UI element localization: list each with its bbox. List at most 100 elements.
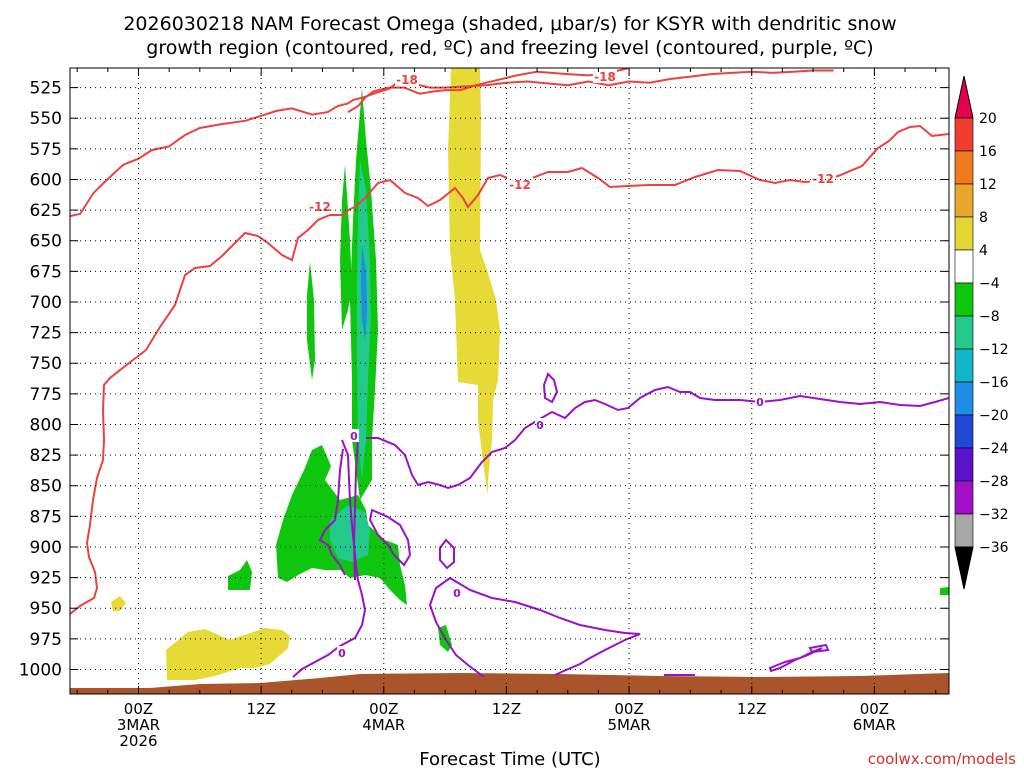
colorbar-label: −24 bbox=[979, 441, 1009, 457]
colorbar-swatch bbox=[954, 381, 974, 416]
colorbar-label: 8 bbox=[979, 210, 988, 226]
colorbar-label: −20 bbox=[979, 408, 1009, 424]
y-tick-label: 725 bbox=[30, 324, 62, 344]
omega-green-thin bbox=[307, 262, 315, 380]
colorbar-label: −8 bbox=[979, 309, 1000, 325]
colorbar-swatch bbox=[954, 315, 974, 350]
omega-yellow-blob bbox=[111, 596, 126, 611]
y-tick-label: 675 bbox=[30, 262, 62, 282]
freezing-level-low-arc bbox=[428, 576, 641, 678]
colorbar-swatch bbox=[954, 282, 974, 317]
y-tick-label: 875 bbox=[30, 507, 62, 527]
y-tick-label: 800 bbox=[30, 415, 62, 435]
x-tick-label: 00Z bbox=[124, 700, 153, 718]
freezing-level-small-loop bbox=[439, 538, 455, 570]
colorbar-bottom-arrow bbox=[954, 546, 974, 590]
colorbar-label: −36 bbox=[979, 540, 1009, 556]
label-freeze-d: 0 bbox=[453, 587, 461, 600]
colorbar-swatch bbox=[954, 249, 974, 284]
y-tick-label: 700 bbox=[30, 293, 62, 313]
x-tick-label: 6MAR bbox=[853, 716, 896, 734]
omega-green-edge bbox=[940, 587, 949, 595]
x-tick-label: 00Z bbox=[860, 700, 889, 718]
x-tick-label: 00Z bbox=[369, 700, 398, 718]
colorbar-swatch bbox=[954, 216, 974, 251]
colorbar-label: −4 bbox=[979, 276, 1000, 292]
colorbar-swatch bbox=[954, 414, 974, 449]
x-tick-label: 2026 bbox=[119, 732, 157, 750]
dgz-minus18-contour bbox=[347, 68, 630, 113]
colorbar-label: −16 bbox=[979, 375, 1009, 391]
dgz-lower-contour bbox=[70, 124, 949, 615]
y-tick-label: 950 bbox=[30, 599, 62, 619]
omega-green-small-left bbox=[228, 560, 252, 590]
label-freeze-a: 0 bbox=[350, 430, 358, 443]
y-tick-label: 550 bbox=[30, 109, 62, 129]
freezing-level-loop bbox=[368, 508, 412, 567]
colorbar-swatch bbox=[954, 480, 974, 515]
omega-blue-core-upper bbox=[361, 245, 367, 340]
colorbar-label: −12 bbox=[979, 342, 1009, 358]
y-tick-label: 750 bbox=[30, 354, 62, 374]
y-axis: 525 550 575 600 625 650 675 700 725 750 775 800 825 8… bbox=[19, 79, 949, 680]
label-minus12-c: -12 bbox=[812, 172, 834, 186]
colorbar-label: 12 bbox=[979, 177, 997, 193]
x-tick-label: 12Z bbox=[246, 700, 275, 718]
omega-green-tower-left bbox=[340, 165, 352, 330]
label-freeze-c: 0 bbox=[756, 396, 764, 409]
colorbar-label: 16 bbox=[979, 144, 997, 160]
colorbar-label: 4 bbox=[979, 243, 988, 259]
colorbar-swatch bbox=[954, 117, 974, 152]
colorbar-swatch bbox=[954, 150, 974, 185]
y-tick-label: 600 bbox=[30, 170, 62, 190]
colorbar-label: 20 bbox=[979, 111, 997, 127]
y-tick-label: 975 bbox=[30, 630, 62, 650]
terrain-ground bbox=[70, 673, 949, 694]
y-tick-label: 525 bbox=[30, 79, 62, 99]
colorbar-swatch bbox=[954, 183, 974, 218]
dgz-contours bbox=[70, 68, 949, 615]
y-tick-label: 625 bbox=[30, 201, 62, 221]
x-tick-label: 00Z bbox=[614, 700, 643, 718]
contour-labels: -18 -18 -12 -12 -12 0 0 0 0 0 bbox=[307, 69, 836, 660]
omega-yellow-lowlevel bbox=[166, 628, 290, 680]
freezing-level-upper bbox=[366, 385, 949, 490]
x-tick-label: 4MAR bbox=[362, 716, 405, 734]
omega-yellow-column bbox=[448, 68, 500, 495]
label-minus12-a: -12 bbox=[309, 200, 331, 214]
x-tick-label: 12Z bbox=[492, 700, 521, 718]
omega-teal-core-lower bbox=[330, 505, 370, 562]
label-freeze-e: 0 bbox=[338, 647, 346, 660]
y-tick-label: 850 bbox=[30, 477, 62, 497]
x-axis-label: Forecast Time (UTC) bbox=[419, 749, 600, 768]
x-tick-label: 5MAR bbox=[607, 716, 650, 734]
chart-title-line1: 2026030218 NAM Forecast Omega (shaded, μ… bbox=[123, 13, 896, 35]
chart-title-line2: growth region (contoured, red, ºC) and f… bbox=[146, 37, 873, 59]
y-tick-label: 825 bbox=[30, 446, 62, 466]
colorbar: 20 16 12 8 4 −4 −8 −12 −16 −20 −24 −28 −32 −36 bbox=[954, 75, 1009, 590]
y-tick-label: 925 bbox=[30, 569, 62, 589]
y-tick-label: 575 bbox=[30, 140, 62, 160]
credit-text: coolwx.com/models bbox=[868, 750, 1016, 768]
y-tick-label: 650 bbox=[30, 232, 62, 252]
y-tick-label: 900 bbox=[30, 538, 62, 558]
x-tick-label: 3MAR bbox=[117, 716, 160, 734]
colorbar-swatch bbox=[954, 447, 974, 482]
freezing-level-notch bbox=[542, 372, 559, 404]
dgz-minus12-contour bbox=[70, 69, 834, 218]
label-minus12-b: -12 bbox=[509, 178, 531, 192]
label-freeze-b: 0 bbox=[536, 419, 544, 432]
freezing-level-right-dot bbox=[808, 643, 830, 654]
y-tick-label: 775 bbox=[30, 385, 62, 405]
label-minus18-b: -18 bbox=[594, 70, 616, 84]
colorbar-label: −28 bbox=[979, 474, 1009, 490]
label-minus18-a: -18 bbox=[396, 73, 418, 87]
y-tick-label: 1000 bbox=[19, 660, 62, 680]
x-tick-label: 12Z bbox=[737, 700, 766, 718]
plot-frame bbox=[69, 67, 950, 695]
freezing-level-main bbox=[292, 439, 367, 678]
colorbar-swatch bbox=[954, 348, 974, 383]
